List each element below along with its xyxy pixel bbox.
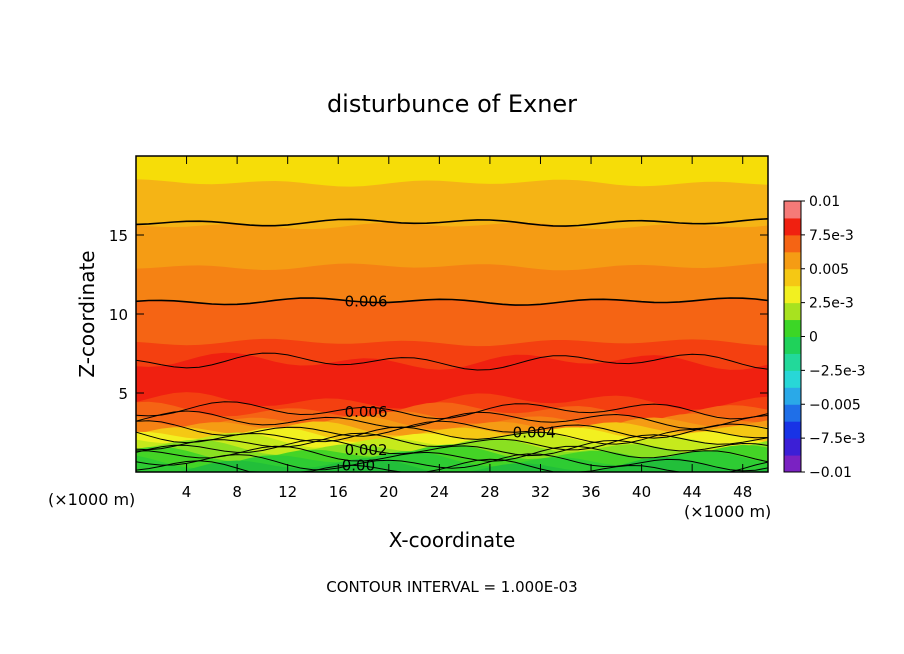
colorbar-tick-label: 0.005 bbox=[809, 262, 849, 278]
colorbar-swatch bbox=[784, 268, 801, 287]
contour-line bbox=[136, 458, 768, 472]
contour-line bbox=[136, 410, 768, 430]
colorbar-swatch bbox=[784, 319, 801, 337]
x-tick-label: 16 bbox=[329, 483, 348, 501]
contour-line bbox=[136, 352, 768, 371]
contour-label: 0.006 bbox=[345, 292, 388, 310]
y-axis-label: Z-coordinate bbox=[75, 250, 99, 377]
x-tick-label: 36 bbox=[581, 483, 600, 501]
chart-title: disturbunce of Exner bbox=[327, 90, 577, 118]
contour-line bbox=[136, 218, 768, 227]
contour-label: 0.00 bbox=[342, 457, 375, 475]
colorbar-swatch bbox=[784, 404, 801, 422]
colorbar-tick-label: −7.5e-3 bbox=[809, 431, 866, 447]
colorbar-swatch bbox=[784, 370, 801, 388]
colorbar-tick-label: −0.01 bbox=[809, 465, 852, 481]
contour-label: 0.004 bbox=[513, 424, 556, 442]
contour-label: 0.006 bbox=[345, 403, 388, 421]
x-tick-label: 40 bbox=[632, 483, 651, 501]
x-tick-label: 48 bbox=[733, 483, 752, 501]
y-tick-label: 10 bbox=[109, 306, 128, 324]
colorbar-tick-label: 0.01 bbox=[809, 194, 840, 210]
y-axis: 5 10 15 bbox=[109, 227, 768, 403]
x-tick-label: 20 bbox=[379, 483, 398, 501]
colorbar-tick-label: 7.5e-3 bbox=[809, 228, 854, 244]
contour-line bbox=[136, 401, 768, 420]
colorbar-swatch bbox=[784, 285, 801, 304]
colorbar-swatch bbox=[784, 438, 801, 456]
y-tick-label: 5 bbox=[118, 385, 128, 403]
contour-line-layer bbox=[136, 218, 768, 472]
colorbar: 0.01 7.5e-3 0.005 2.5e-3 0 −2.5e-3 −0.005 −7.5e… bbox=[783, 194, 866, 481]
colorbar-tick-label: 2.5e-3 bbox=[809, 296, 854, 312]
colorbar-swatch bbox=[784, 217, 801, 236]
contour-line bbox=[136, 426, 768, 445]
contour-line bbox=[136, 432, 768, 451]
colorbar-swatch bbox=[784, 251, 801, 270]
colorbar-swatch bbox=[784, 421, 801, 439]
colorbar-swatch bbox=[784, 353, 801, 371]
contour-line bbox=[136, 297, 768, 306]
colorbar-tick-label: −0.005 bbox=[809, 397, 861, 413]
x-tick-label: 8 bbox=[232, 483, 242, 501]
contour-line bbox=[136, 453, 768, 472]
colorbar-swatch bbox=[784, 234, 801, 253]
contour-label: 0.002 bbox=[345, 441, 388, 459]
x-axis: 4 8 12 16 20 24 28 32 36 40 44 48 bbox=[182, 156, 752, 501]
x-tick-label: 28 bbox=[480, 483, 499, 501]
x-tick-label: 12 bbox=[278, 483, 297, 501]
x-unit-right: (×1000 m) bbox=[684, 502, 771, 521]
contour-interval-note: CONTOUR INTERVAL = 1.000E-03 bbox=[326, 578, 577, 596]
y-tick-label: 15 bbox=[109, 227, 128, 245]
x-unit-left: (×1000 m) bbox=[48, 490, 135, 509]
x-tick-label: 4 bbox=[182, 483, 192, 501]
colorbar-tick-label: 0 bbox=[809, 330, 818, 346]
colorbar-swatch bbox=[784, 201, 801, 219]
x-tick-label: 32 bbox=[531, 483, 550, 501]
colorbar-swatch bbox=[784, 336, 801, 354]
x-tick-label: 24 bbox=[430, 483, 449, 501]
contour-line bbox=[136, 445, 768, 463]
colorbar-tick-label: −2.5e-3 bbox=[809, 363, 866, 379]
x-tick-label: 44 bbox=[683, 483, 702, 501]
colorbar-swatch bbox=[784, 387, 801, 405]
colorbar-swatch bbox=[784, 455, 801, 473]
contour-fill-layer bbox=[136, 156, 768, 472]
colorbar-swatch bbox=[784, 302, 801, 321]
x-axis-label: X-coordinate bbox=[389, 528, 516, 552]
